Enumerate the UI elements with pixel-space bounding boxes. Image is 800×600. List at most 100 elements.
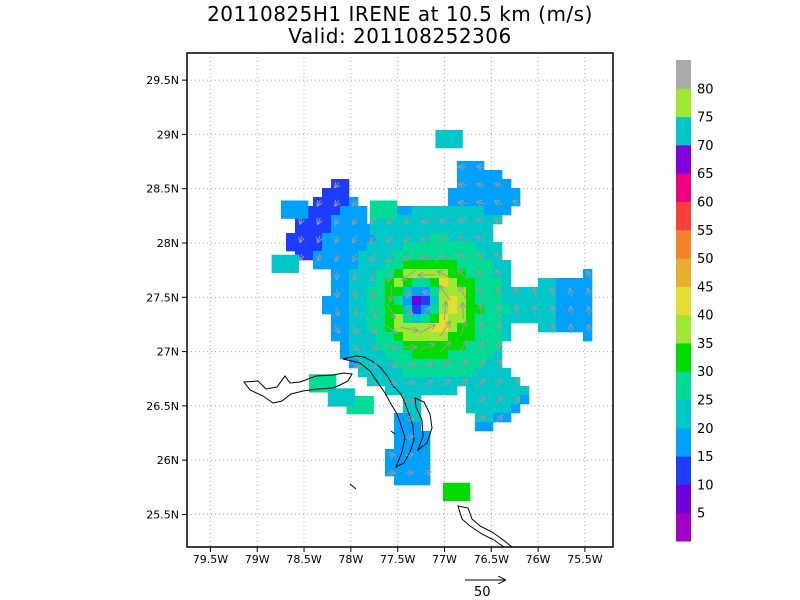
wind-cell: [421, 251, 431, 261]
wind-cell: [412, 386, 422, 396]
wind-cell: [403, 386, 413, 396]
wind-cell: [331, 278, 341, 288]
x-tick-label: 79W: [245, 553, 270, 566]
wind-vector: [458, 379, 467, 387]
wind-cell: [475, 242, 485, 252]
wind-cell: [298, 200, 309, 210]
wind-cell: [322, 296, 332, 306]
wind-cell: [484, 170, 494, 180]
wind-cell: [511, 305, 521, 315]
wind-cell: [394, 431, 404, 441]
wind-vector: [387, 235, 396, 242]
wind-cell: [376, 251, 386, 261]
wind-vector: [495, 201, 504, 204]
wind-cell: [430, 206, 440, 216]
wind-vector: [418, 325, 435, 334]
wind-cell: [349, 332, 359, 342]
wind-cell: [358, 260, 368, 270]
wind-cell: [394, 332, 404, 342]
wind-cell: [466, 161, 476, 171]
wind-vector: [497, 288, 502, 299]
wind-cell: [466, 206, 476, 216]
wind-cell: [385, 242, 395, 252]
wind-vector: [588, 307, 590, 316]
wind-cell: [369, 225, 380, 236]
wind-cell: [538, 314, 548, 324]
wind-vector: [570, 289, 573, 298]
wind-vector: [370, 217, 377, 224]
wind-cell: [378, 225, 389, 236]
wind-cell: [286, 242, 296, 252]
wind-cell: [574, 323, 584, 333]
colorbar-label: 75: [697, 111, 714, 126]
wind-cell: [331, 296, 341, 306]
wind-vector: [402, 365, 415, 366]
wind-cell: [394, 323, 404, 333]
wind-cell: [493, 404, 503, 414]
wind-cell: [313, 251, 323, 261]
wind-cell: [475, 350, 485, 360]
colorbar-label: 55: [697, 224, 714, 239]
wind-cell: [466, 323, 476, 333]
wind-cell: [336, 397, 347, 407]
wind-cell: [547, 296, 557, 306]
wind-cell: [466, 188, 476, 198]
wind-cell: [435, 129, 445, 140]
wind-cell: [322, 206, 332, 216]
wind-vector: [400, 327, 417, 330]
wind-cell: [376, 287, 386, 297]
wind-cell: [403, 350, 413, 360]
wind-cell: [484, 395, 494, 405]
wind-vector: [477, 416, 485, 423]
wind-cell: [448, 359, 458, 369]
wind-vector: [336, 235, 339, 243]
wind-vector: [570, 307, 572, 316]
wind-cell: [502, 413, 512, 423]
wind-cell: [394, 287, 404, 297]
wind-cell: [403, 458, 413, 468]
wind-cell: [358, 287, 368, 297]
wind-cell: [340, 305, 350, 315]
wind-cell: [439, 269, 449, 279]
wind-cell: [502, 197, 512, 207]
wind-cell: [412, 215, 422, 225]
wind-cell: [439, 278, 449, 288]
wind-cell: [439, 296, 449, 306]
wind-cell: [457, 350, 467, 360]
wind-cell: [280, 200, 291, 210]
wind-cell: [364, 404, 374, 415]
wind-vector: [477, 379, 485, 388]
wind-cell: [322, 188, 332, 198]
wind-cell: [430, 260, 440, 270]
x-tick-label: 78W: [338, 553, 363, 566]
wind-cell: [475, 305, 485, 315]
wind-cell: [583, 305, 593, 315]
wind-cell: [439, 332, 449, 342]
wind-cell: [403, 296, 413, 306]
wind-cell: [421, 359, 431, 369]
wind-cell: [484, 341, 494, 351]
wind-cell: [345, 388, 356, 398]
wind-cell: [340, 233, 350, 243]
y-tick-label: 28N: [157, 237, 179, 250]
wind-cell: [565, 305, 575, 315]
wind-cell: [502, 386, 512, 396]
y-tick-label: 26.5N: [146, 400, 179, 413]
wind-cell: [520, 305, 530, 315]
wind-cell: [376, 242, 386, 252]
wind-cell: [448, 233, 458, 243]
wind-cell: [565, 323, 575, 333]
wind-cell: [295, 224, 305, 234]
wind-cell: [466, 305, 476, 315]
colorbar-swatch: [676, 314, 691, 344]
wind-vector: [498, 342, 501, 353]
wind-cell: [412, 233, 422, 243]
wind-cell: [376, 368, 386, 378]
wind-vector: [495, 379, 501, 388]
wind-cell: [403, 224, 413, 234]
wind-cell: [511, 296, 521, 306]
wind-cell: [511, 404, 521, 414]
wind-cell: [484, 260, 494, 270]
wind-cell: [331, 269, 341, 279]
wind-cell: [421, 233, 431, 243]
